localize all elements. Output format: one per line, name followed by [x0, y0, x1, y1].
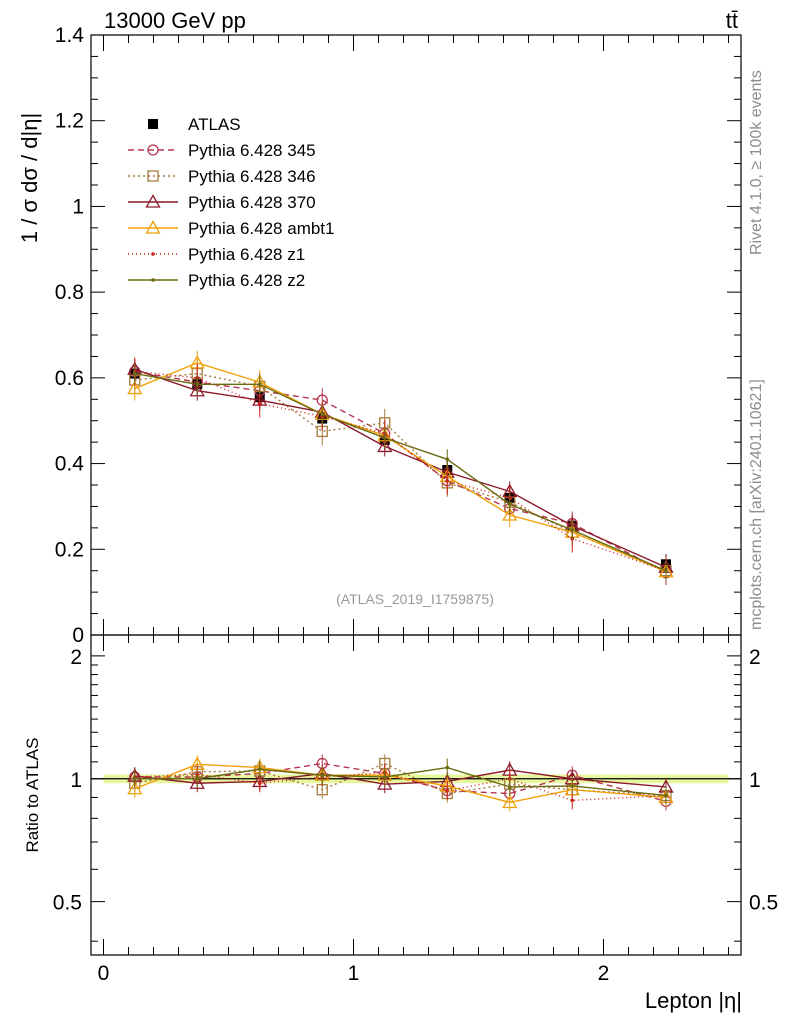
ratio-point: [570, 784, 575, 788]
data-point: [257, 401, 262, 406]
series-line: [134, 372, 667, 572]
legend-marker: [148, 119, 158, 129]
x-tick-label: 2: [598, 962, 610, 985]
main-y-tick-label: 0.8: [55, 281, 84, 304]
legend-label: Pythia 6.428 370: [188, 193, 316, 212]
legend-entry-pythia-6-428-z1: Pythia 6.428 z1: [128, 245, 305, 264]
ratio-point: [257, 781, 262, 786]
ratio-point: [445, 788, 450, 793]
ratio-point: [377, 776, 393, 790]
legend-marker: [147, 144, 159, 156]
legend-label: Pythia 6.428 z1: [188, 245, 305, 264]
ratio-point: [445, 765, 450, 770]
data-point: [445, 478, 450, 483]
legend-entry-atlas: ATLAS: [148, 115, 241, 134]
legend-entry-pythia-6-428-345: Pythia 6.428 345: [128, 141, 316, 160]
data-point: [507, 502, 512, 507]
x-axis-label: Lepton |η|: [645, 988, 742, 1013]
data-point: [445, 457, 450, 462]
legend-marker: [147, 170, 159, 182]
main-y-tick-label: 1: [72, 195, 84, 218]
main-y-tick-label: 0: [72, 624, 84, 647]
ratio-point: [507, 785, 512, 789]
series-line: [134, 372, 667, 572]
data-point: [570, 528, 575, 532]
series-pythia-6-428-ambt1: [127, 350, 674, 584]
legend-marker: [145, 220, 161, 234]
ratio-point: [570, 798, 575, 803]
legend-marker: [151, 278, 155, 282]
ratio-point: [195, 776, 200, 781]
energy-label: 13000 GeV pp: [104, 8, 246, 33]
data-point: [382, 436, 387, 440]
process-label: tt̄: [726, 8, 738, 33]
legend-marker: [145, 194, 161, 208]
series-line: [134, 370, 667, 572]
legend-entry-pythia-6-428-ambt1: Pythia 6.428 ambt1: [128, 219, 334, 238]
legend: ATLAS Pythia 6.428 345 Pythia 6.428 346 Pyt…: [128, 115, 334, 290]
legend-label: Pythia 6.428 z2: [188, 271, 305, 290]
main-y-tick-label: 0.4: [55, 453, 85, 476]
ratio-point: [189, 775, 205, 789]
data-point: [320, 412, 325, 417]
x-tick-label: 1: [348, 962, 360, 985]
series-pythia-6-428-z1: [132, 357, 668, 585]
legend-entry-pythia-6-428-z2: Pythia 6.428 z2: [128, 271, 305, 290]
data-point: [127, 380, 143, 395]
main-y-tick-label: 0.2: [55, 538, 84, 561]
main-y-tick-label: 0.6: [55, 367, 84, 390]
mcplots-label: mcplots.cern.ch [arXiv:2401.10621]: [748, 379, 765, 630]
ratio-point: [127, 780, 143, 795]
data-point: [664, 568, 668, 573]
data-point: [132, 371, 137, 376]
rivet-version-label: Rivet 4.1.0, ≥ 100k events: [748, 70, 765, 255]
ratio-y-tick-label-right: 0.5: [749, 892, 778, 915]
ratio-point: [664, 793, 668, 798]
ratio-point: [132, 776, 137, 781]
ratio-y-tick-label: 1: [70, 769, 82, 792]
ratio-point: [257, 767, 262, 772]
ratio-y-tick-label-right: 1: [749, 769, 761, 792]
data-point: [502, 507, 518, 521]
series-line: [134, 370, 667, 574]
ratio-panel-frame: [90, 634, 742, 956]
ratio-y-tick-label-right: 2: [749, 646, 761, 669]
ratio-point: [502, 794, 518, 809]
legend-label: Pythia 6.428 346: [188, 167, 316, 186]
legend-entry-pythia-6-428-346: Pythia 6.428 346: [128, 167, 316, 186]
legend-marker: [151, 252, 155, 256]
series-line: [134, 362, 667, 573]
main-y-tick-label: 1.4: [55, 24, 85, 47]
series-pythia-6-428-z2: [132, 363, 668, 581]
data-point: [195, 382, 200, 387]
legend-label: Pythia 6.428 ambt1: [188, 219, 334, 238]
series-atlas: [129, 363, 671, 575]
axes-ticks: 0 0.2 0.4 0.6 0.8 1 1.2 1.4 0 1 2 0.5 0.5 1 1 2 2: [53, 24, 778, 985]
legend-label: Pythia 6.428 345: [188, 141, 316, 160]
ratio-y-tick-label: 0.5: [53, 892, 82, 915]
ratio-point: [320, 773, 325, 778]
analysis-tag: (ATLAS_2019_I1759875): [336, 591, 494, 607]
main-y-tick-label: 1.2: [55, 110, 84, 133]
ratio-series-pythia-6-428-z2: [132, 758, 668, 805]
ratio-y-axis-label: Ratio to ATLAS: [23, 738, 42, 853]
ratio-point: [382, 775, 387, 779]
ratio-y-tick-label: 2: [70, 646, 82, 669]
data-point: [189, 382, 205, 397]
data-point: [377, 438, 393, 453]
ratio-series: [127, 754, 674, 812]
main-series: [127, 350, 674, 585]
main-y-axis-label: 1 / σ dσ / d|η|: [17, 113, 42, 243]
data-point: [257, 382, 262, 387]
legend-label: ATLAS: [188, 115, 241, 134]
legend-entry-pythia-6-428-370: Pythia 6.428 370: [128, 193, 316, 212]
x-tick-label: 0: [98, 962, 110, 985]
